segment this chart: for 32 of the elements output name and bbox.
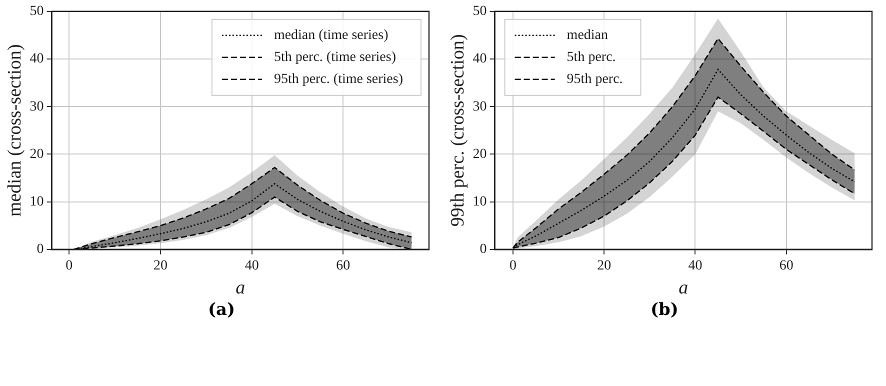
y-tick-label: 0 (36, 242, 44, 258)
y-tick-label: 0 (480, 242, 487, 258)
legend-label: 95th perc. (time series) (274, 72, 404, 88)
text: (a) (206, 300, 236, 320)
y-tick-label: 20 (30, 146, 44, 162)
x-tick-label: 0 (510, 258, 517, 274)
x-tick-label: 20 (153, 258, 168, 274)
legend-label: median (time series) (274, 28, 389, 44)
y-tick-label: 40 (472, 52, 487, 67)
legend-label: median (566, 28, 608, 44)
legend-label: 5th perc. (566, 50, 616, 66)
y-tick-label: 20 (472, 146, 487, 162)
y-axis-title: median (cross-section) (4, 44, 26, 217)
y-tick-label: 30 (472, 99, 487, 114)
y-tick-label: 10 (472, 194, 487, 210)
y-tick-label: 50 (472, 4, 487, 20)
x-tick-label: 0 (66, 258, 73, 274)
y-tick-label: 40 (30, 52, 44, 67)
x-tick-label: 20 (597, 258, 612, 274)
text: (b) (650, 300, 680, 320)
x-axis-title: a (236, 278, 246, 299)
legend-label: 5th perc. (time series) (274, 50, 396, 66)
y-tick-label: 50 (30, 4, 44, 20)
y-tick-label: 10 (30, 194, 44, 210)
x-tick-label: 40 (688, 258, 702, 274)
x-axis-title: a (678, 278, 688, 299)
y-axis-title: 99th perc. (cross-section) (447, 34, 468, 227)
x-tick-label: 60 (779, 258, 794, 274)
x-tick-label: 40 (244, 258, 259, 274)
x-tick-label: 60 (336, 258, 350, 274)
y-tick-label: 30 (30, 99, 44, 114)
legend-label: 95th perc. (566, 72, 623, 88)
